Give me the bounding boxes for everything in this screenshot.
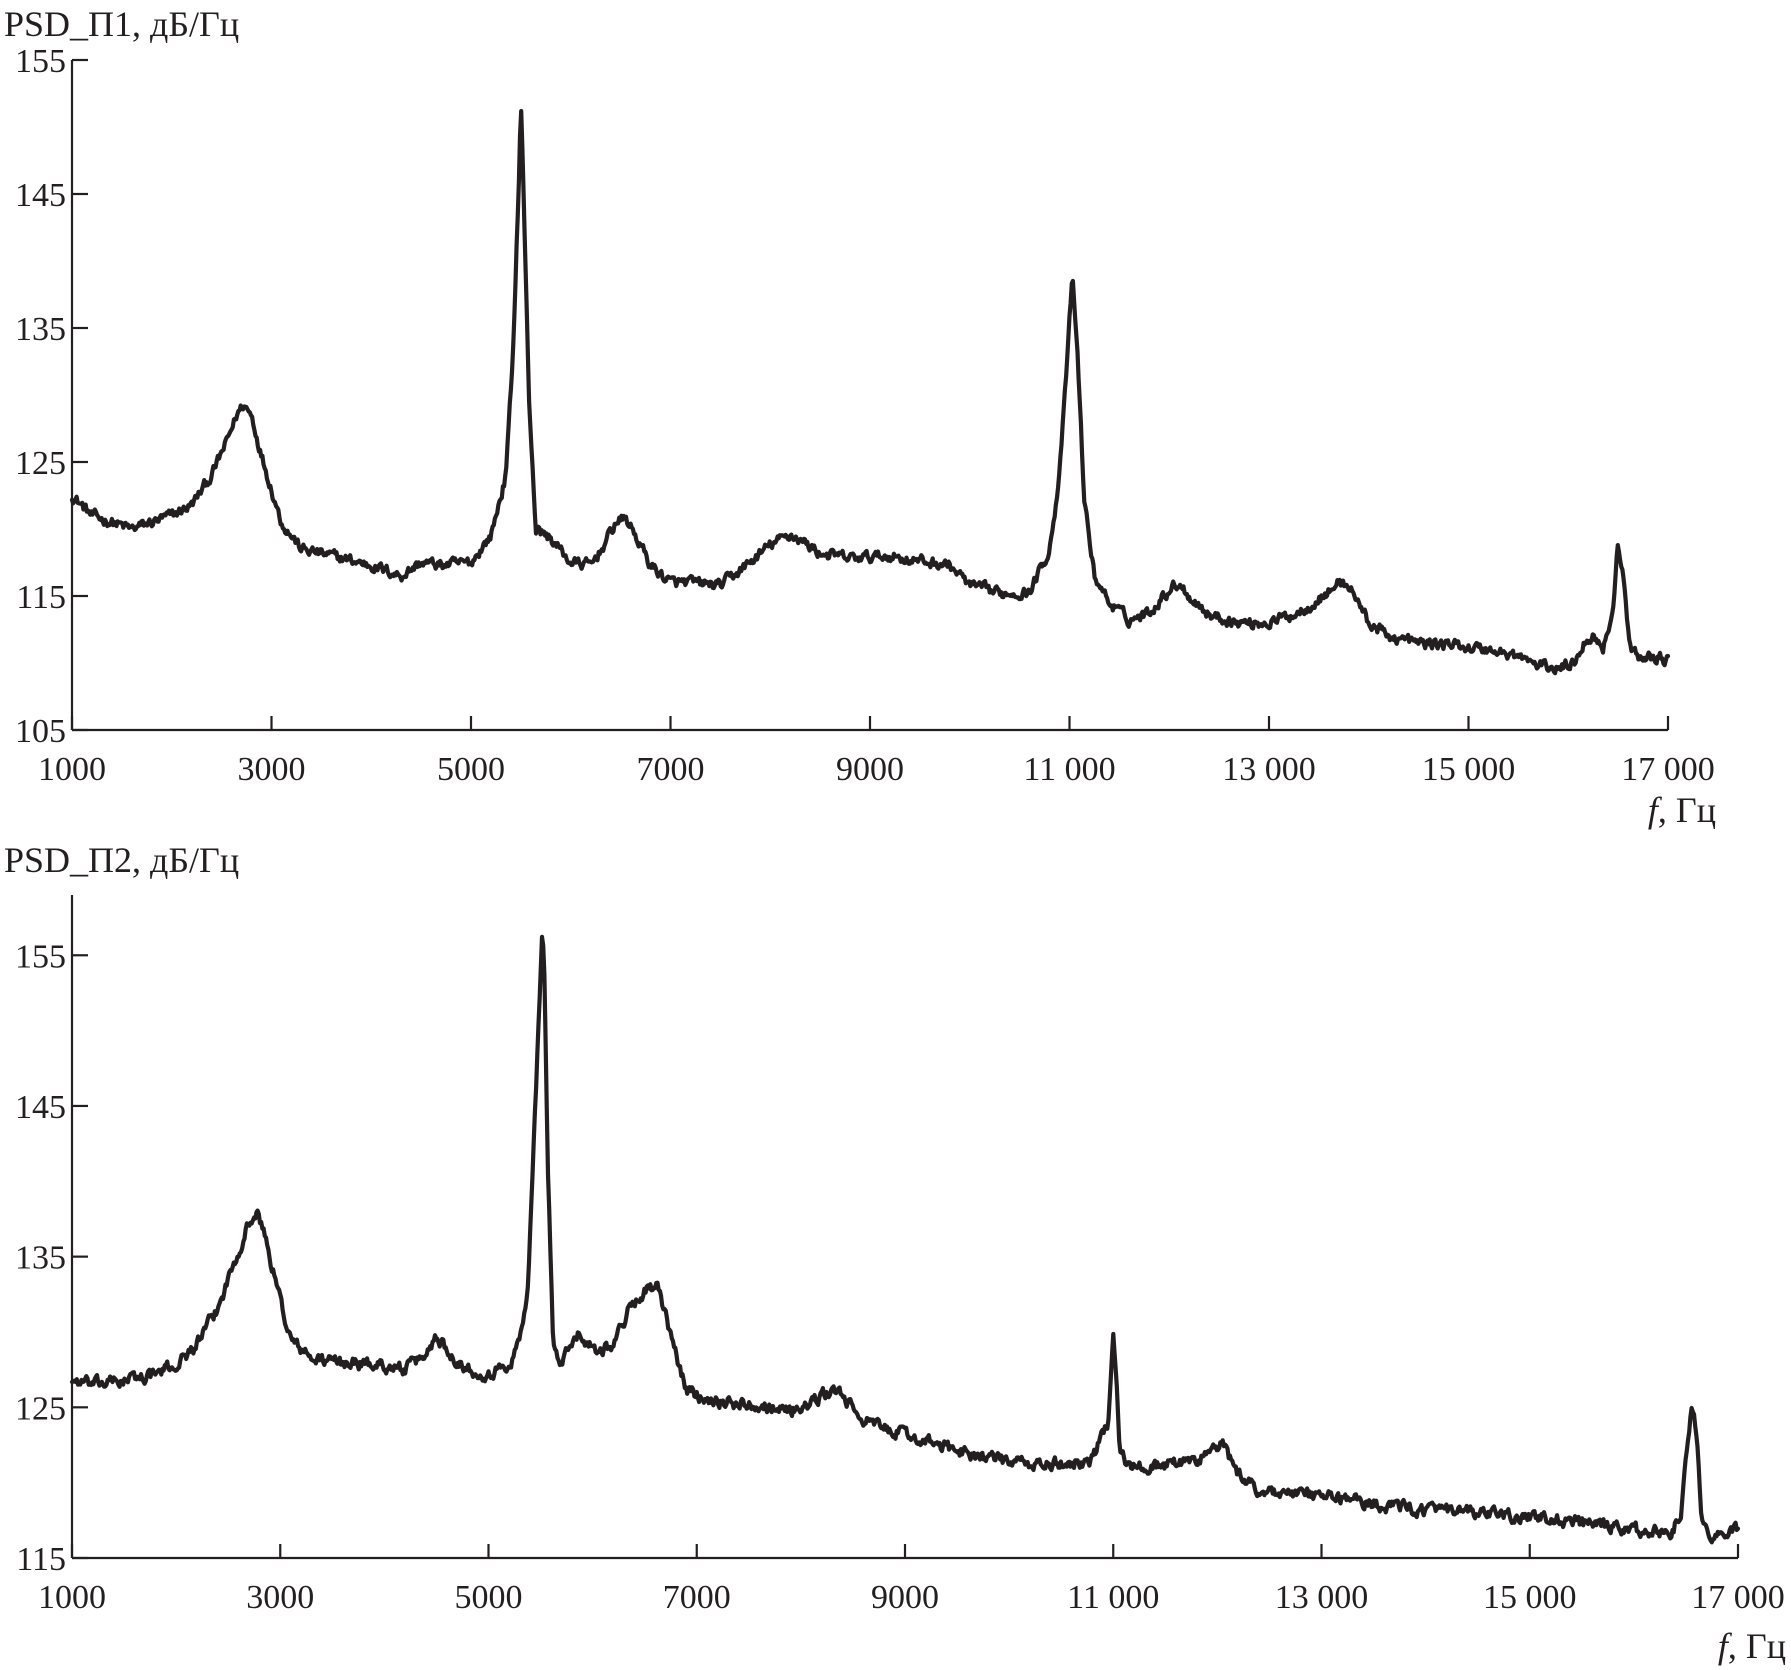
- x-tick-label: 13 000: [1222, 751, 1316, 788]
- y-tick-label: 125: [15, 1390, 66, 1427]
- y-tick-label: 105: [15, 713, 66, 750]
- psd-p2-chart: PSD_П2, дБ/Гц f, Гц 115 125 135 145 155 1000 3…: [4, 840, 1786, 1666]
- x-tick-label: 3000: [246, 1579, 314, 1616]
- y-axis-title: PSD_П1, дБ/Гц: [4, 4, 239, 44]
- x-tick-label: 15 000: [1422, 751, 1516, 788]
- x-tick-label: 11 000: [1023, 751, 1115, 788]
- x-tick-label: 15 000: [1483, 1579, 1577, 1616]
- x-tick-label: 13 000: [1275, 1579, 1369, 1616]
- x-axis-title: f, Гц: [1718, 1626, 1786, 1666]
- y-tick-label: 155: [15, 938, 66, 975]
- y-tick-label: 135: [15, 311, 66, 348]
- axis-ticks: 115 125 135 145 155 1000 3000 5000 7000 9000 11 00…: [15, 938, 1785, 1616]
- psd-p2-series-line: [69, 934, 1741, 1545]
- x-tick-label: 1000: [38, 751, 106, 788]
- x-axis-title: f, Гц: [1648, 790, 1716, 830]
- x-tick-label: 17 000: [1621, 751, 1715, 788]
- y-tick-label: 145: [15, 177, 66, 214]
- y-tick-label: 155: [15, 43, 66, 80]
- y-tick-label: 145: [15, 1089, 66, 1126]
- x-tick-label: 7000: [637, 751, 705, 788]
- x-tick-label: 1000: [38, 1579, 106, 1616]
- axis-ticks: 105 115 125 135 145 155 1000 3000 5000 7000 9000 11…: [15, 43, 1715, 788]
- x-axis-unit: , Гц: [1728, 1626, 1786, 1666]
- x-tick-label: 9000: [871, 1579, 939, 1616]
- x-tick-label: 17 000: [1691, 1579, 1785, 1616]
- y-tick-label: 125: [15, 445, 66, 482]
- x-tick-label: 3000: [238, 751, 306, 788]
- psd-p1-series-line: [69, 109, 1671, 676]
- x-tick-label: 11 000: [1067, 1579, 1159, 1616]
- x-axis-unit: , Гц: [1658, 790, 1716, 830]
- y-tick-label: 135: [15, 1240, 66, 1277]
- x-tick-label: 9000: [836, 751, 904, 788]
- y-tick-label: 115: [16, 579, 66, 616]
- x-tick-label: 7000: [663, 1579, 731, 1616]
- y-axis-title: PSD_П2, дБ/Гц: [4, 840, 239, 880]
- x-tick-label: 5000: [455, 1579, 523, 1616]
- y-tick-label: 115: [16, 1541, 66, 1578]
- x-tick-label: 5000: [437, 751, 505, 788]
- psd-p1-chart: PSD_П1, дБ/Гц f, Гц 10511512513514515510…: [4, 4, 1716, 830]
